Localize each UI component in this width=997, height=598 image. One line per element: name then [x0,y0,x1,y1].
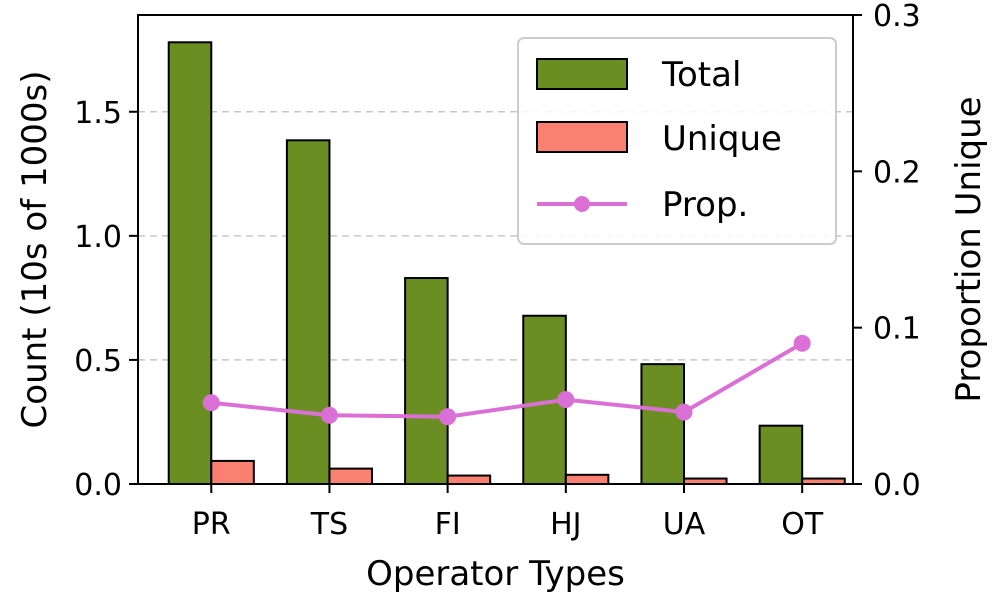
legend-marker-prop [574,196,590,212]
x-tick-label: TS [310,507,348,542]
bar-total [758,424,804,485]
prop-point [675,403,693,421]
legend-label-prop: Prop. [662,185,748,225]
y-axis-label: Count (10s of 1000s) [15,71,55,429]
prop-point [320,406,338,424]
legend: Total Unique Prop. [517,37,837,245]
bar-unique [328,467,374,485]
y-tick-label: 1.5 [74,96,122,131]
x-tick-label: PR [192,507,231,542]
prop-point [557,391,575,409]
axis-ticks: 0.0 0.5 1.0 1.5 0.0 0.1 0.2 0.3 PR TS FI HJ UA OT [74,0,920,542]
bar-total [404,277,449,486]
bar-unique [564,473,610,485]
legend-label-total: Total [661,55,741,95]
bar-unique [446,474,492,485]
proportion-line [202,334,811,426]
y-tick-label: 0.0 [74,468,122,503]
legend-swatch-total [536,58,628,90]
bar-total [640,363,685,485]
bars [167,41,846,486]
prop-point [793,334,811,352]
x-tick-label: OT [781,507,824,542]
y-tick-label: 0.5 [74,344,122,379]
bar-total [167,41,213,485]
y2-axis-label: Proportion Unique [949,96,989,402]
y2-tick-label: 0.3 [873,0,921,34]
x-tick-label: HJ [550,507,581,542]
y2-tick-label: 0.2 [873,155,921,190]
x-tick-label: FI [435,507,461,542]
prop-point [439,408,457,426]
bar-unique [210,459,255,485]
y-tick-label: 1.0 [74,220,122,255]
prop-point [202,394,220,412]
x-tick-label: UA [663,507,706,542]
x-axis-label: Operator Types [366,554,625,594]
y2-tick-label: 0.0 [873,468,921,503]
plot-frame [137,14,854,485]
y2-tick-label: 0.1 [873,312,921,347]
legend-swatch-unique [536,121,628,153]
prop-line [211,341,804,419]
legend-label-unique: Unique [662,119,782,159]
bar-total [285,139,331,485]
